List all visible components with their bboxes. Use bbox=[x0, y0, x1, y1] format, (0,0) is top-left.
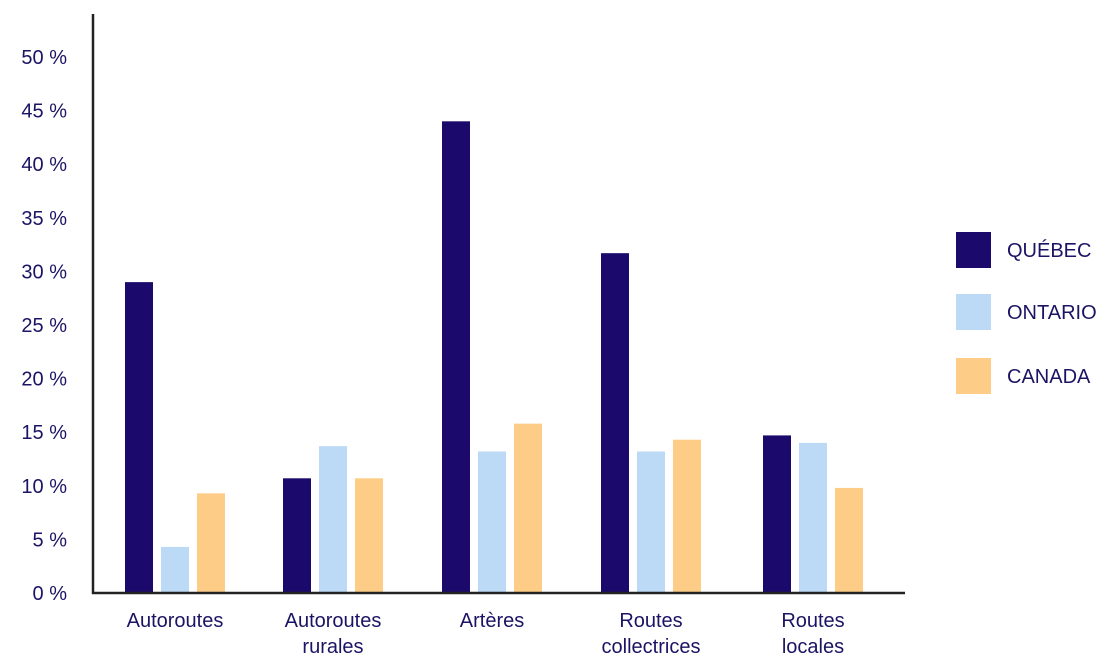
legend-label: CANADA bbox=[1007, 366, 1091, 388]
x-category-label: Autoroutes rurales bbox=[285, 610, 382, 658]
x-axis-labels: Autoroutes Autoroutes rurales Artères Routes… bbox=[127, 610, 845, 658]
bar-ontario-4 bbox=[799, 442, 827, 593]
legend-swatch bbox=[956, 232, 991, 268]
bar-ontario-1 bbox=[319, 446, 347, 593]
x-category-label: Autoroutes bbox=[127, 610, 224, 632]
bar-canada-4 bbox=[835, 487, 863, 593]
bar-quebec-1 bbox=[283, 478, 311, 593]
bars bbox=[125, 121, 863, 593]
y-tick-label: 10 % bbox=[21, 476, 67, 498]
y-tick-label: 20 % bbox=[21, 369, 67, 391]
y-tick-label: 35 % bbox=[21, 208, 67, 230]
legend-swatch bbox=[956, 294, 991, 330]
y-tick-label: 50 % bbox=[21, 47, 67, 69]
bar-ontario-3 bbox=[637, 451, 665, 593]
legend-label: QUÉBEC bbox=[1007, 239, 1091, 262]
bar-canada-2 bbox=[514, 423, 542, 593]
x-category-label: Routes collectrices bbox=[602, 610, 701, 658]
y-tick-label: 0 % bbox=[33, 583, 68, 605]
bar-quebec-0 bbox=[125, 282, 153, 593]
y-tick-label: 25 % bbox=[21, 315, 67, 337]
x-category-label: Routes locales bbox=[781, 610, 844, 658]
bar-canada-1 bbox=[355, 478, 383, 593]
y-tick-label: 30 % bbox=[21, 261, 67, 283]
x-category-label: Artères bbox=[460, 610, 524, 632]
y-tick-label: 5 % bbox=[33, 529, 68, 551]
legend-swatch bbox=[956, 358, 991, 394]
y-tick-label: 15 % bbox=[21, 422, 67, 444]
bar-canada-3 bbox=[673, 439, 701, 593]
bar-quebec-3 bbox=[601, 253, 629, 593]
y-tick-label: 45 % bbox=[21, 101, 67, 123]
y-axis-ticks: 0 % 5 % 10 % 15 % 20 % 25 % 30 % 35 % 40 % 45 % 50… bbox=[21, 47, 67, 605]
bar-canada-0 bbox=[197, 493, 225, 593]
y-tick-label: 40 % bbox=[21, 154, 67, 176]
bar-ontario-0 bbox=[161, 546, 189, 593]
bar-quebec-2 bbox=[442, 121, 470, 593]
legend-label: ONTARIO bbox=[1007, 302, 1097, 324]
bar-quebec-4 bbox=[763, 435, 791, 593]
legend: QUÉBEC ONTARIO CANADA bbox=[956, 232, 1097, 394]
bar-ontario-2 bbox=[478, 451, 506, 593]
